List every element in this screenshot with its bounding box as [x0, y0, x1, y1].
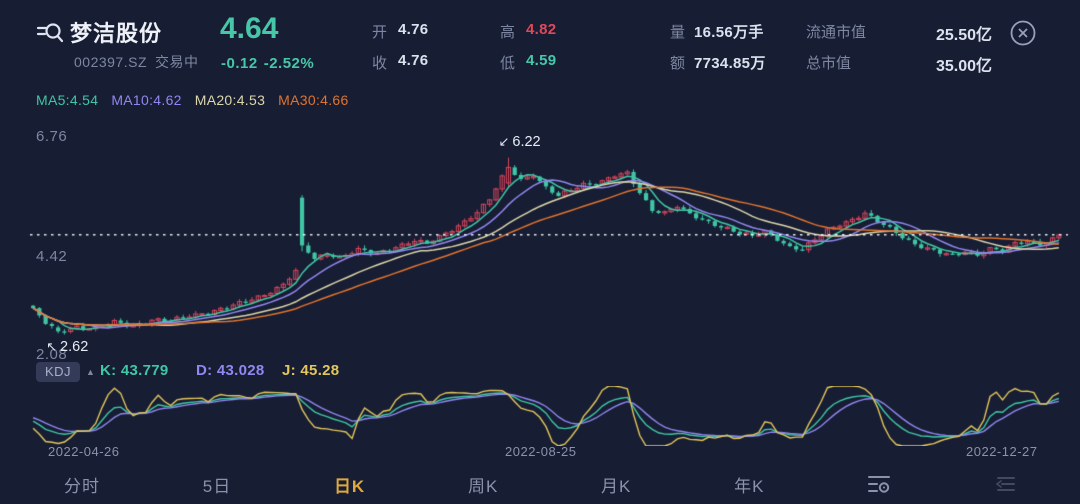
low-label: 低 [500, 55, 516, 72]
x-axis-date-middle: 2022-08-25 [505, 444, 577, 459]
stock-code-row: 002397.SZ 交易中 [74, 52, 207, 72]
indicator-badge[interactable]: KDJ [36, 362, 81, 382]
arrow-down-left-icon: ↙ [498, 133, 510, 149]
tab-5day[interactable]: 5日 [202, 476, 232, 496]
total-cap-label: 总市值 [806, 55, 852, 72]
ma5-legend: MA5:4.54 [36, 92, 99, 108]
close-value: 4.76 [398, 52, 429, 69]
ma-legend: MA5:4.54 MA10:4.62 MA20:4.53 MA30:4.66 [36, 92, 349, 108]
tab-weekly-k[interactable]: 周K [467, 476, 499, 496]
ma10-legend: MA10:4.62 [111, 92, 182, 108]
indicator-settings-icon[interactable] [867, 475, 891, 493]
ma20-legend: MA20:4.53 [194, 92, 266, 108]
candlestick-chart[interactable] [0, 122, 1080, 366]
kdj-k-value: K: 43.779 [100, 362, 169, 379]
tab-minute[interactable]: 分时 [64, 476, 100, 496]
stock-code: 002397.SZ [74, 54, 147, 70]
high-value: 4.82 [526, 21, 557, 38]
trading-status: 交易中 [155, 54, 199, 70]
tab-yearly-k[interactable]: 年K [734, 476, 765, 496]
kdj-indicator-chart[interactable] [0, 386, 1080, 446]
float-cap-label: 流通市值 [806, 24, 867, 41]
float-cap-value: 25.50亿 [935, 27, 992, 44]
y-axis-label-bottom: 2.08 [36, 346, 68, 363]
ma30-legend: MA30:4.66 [278, 92, 349, 108]
period-high-value: 6.22 [512, 133, 541, 150]
open-value: 4.76 [398, 21, 429, 38]
annotation-low: ↖ 2.62 [46, 339, 88, 355]
tab-monthly-k[interactable]: 月K [601, 476, 632, 496]
x-axis-date-start: 2022-04-26 [48, 444, 120, 459]
total-cap-value: 35.00亿 [935, 58, 992, 75]
indicator-collapse-icon[interactable]: ▲ [86, 367, 95, 377]
stock-search-icon[interactable] [36, 20, 64, 51]
more-panels-icon[interactable] [994, 476, 1016, 492]
stock-name: 梦洁股份 [70, 21, 163, 46]
open-label: 开 [372, 24, 388, 41]
change-amount: -0.12 [221, 55, 258, 72]
volume-label: 量 [670, 24, 686, 41]
period-low-value: 2.62 [60, 339, 89, 356]
y-axis-label-top: 6.76 [36, 128, 68, 145]
turnover-label: 额 [670, 55, 686, 72]
annotation-high: ↙ 6.22 [498, 134, 540, 150]
low-value: 4.59 [526, 52, 557, 69]
volume-value: 16.56万手 [694, 24, 764, 41]
period-tab-bar: 分时 5日 日K 周K 月K 年K [0, 464, 1080, 504]
price-change: -0.12 -2.52% [221, 55, 320, 72]
x-axis-date-end: 2022-12-27 [966, 444, 1038, 459]
kdj-d-value: D: 43.028 [196, 362, 265, 379]
close-label: 收 [372, 55, 388, 72]
kdj-j-value: J: 45.28 [282, 362, 340, 379]
y-axis-label-middle: 4.42 [36, 248, 68, 265]
turnover-value: 7734.85万 [694, 55, 766, 72]
change-percent: -2.52% [263, 55, 315, 72]
current-price: 4.64 [220, 12, 279, 45]
tab-daily-k[interactable]: 日K [333, 476, 366, 496]
high-label: 高 [500, 24, 516, 41]
arrow-up-left-icon: ↖ [46, 339, 58, 355]
close-button[interactable] [1008, 18, 1038, 53]
